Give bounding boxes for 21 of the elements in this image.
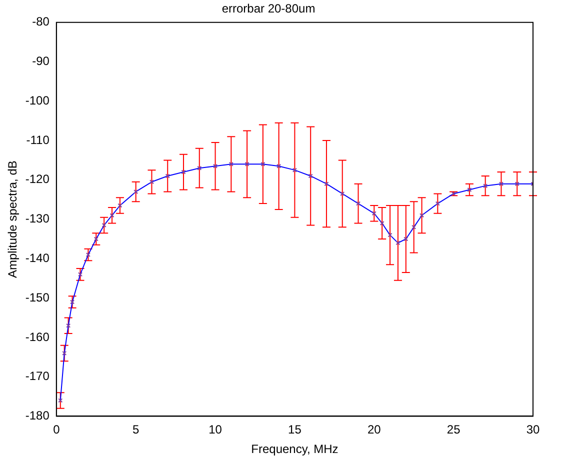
y-tick-label: -140: [25, 250, 50, 265]
y-tick-label: -110: [26, 132, 50, 147]
x-tick-label: 20: [367, 422, 382, 437]
x-tick-label: 10: [208, 422, 222, 437]
y-tick-label: -100: [25, 93, 50, 108]
y-tick-label: -160: [25, 330, 50, 344]
x-tick-label: 5: [132, 422, 140, 437]
x-tick-label: 30: [526, 422, 540, 437]
chart-title: errorbar 20-80um: [222, 2, 316, 16]
y-axis-title: Amplitude spectra, dB: [6, 160, 20, 278]
x-tick-label: 0: [53, 422, 60, 437]
y-tick-label: -150: [25, 290, 50, 304]
y-tick-label: -130: [25, 212, 50, 226]
y-tick-label: -80: [32, 14, 50, 29]
y-tick-label: -120: [25, 172, 50, 186]
y-tick-label: -90: [32, 54, 50, 68]
y-tick-label: -180: [25, 408, 50, 423]
x-tick-label: 15: [288, 422, 302, 437]
x-axis-title: Frequency, MHz: [251, 442, 338, 456]
x-tick-label: 25: [446, 422, 461, 437]
y-tick-label: -170: [25, 369, 50, 384]
